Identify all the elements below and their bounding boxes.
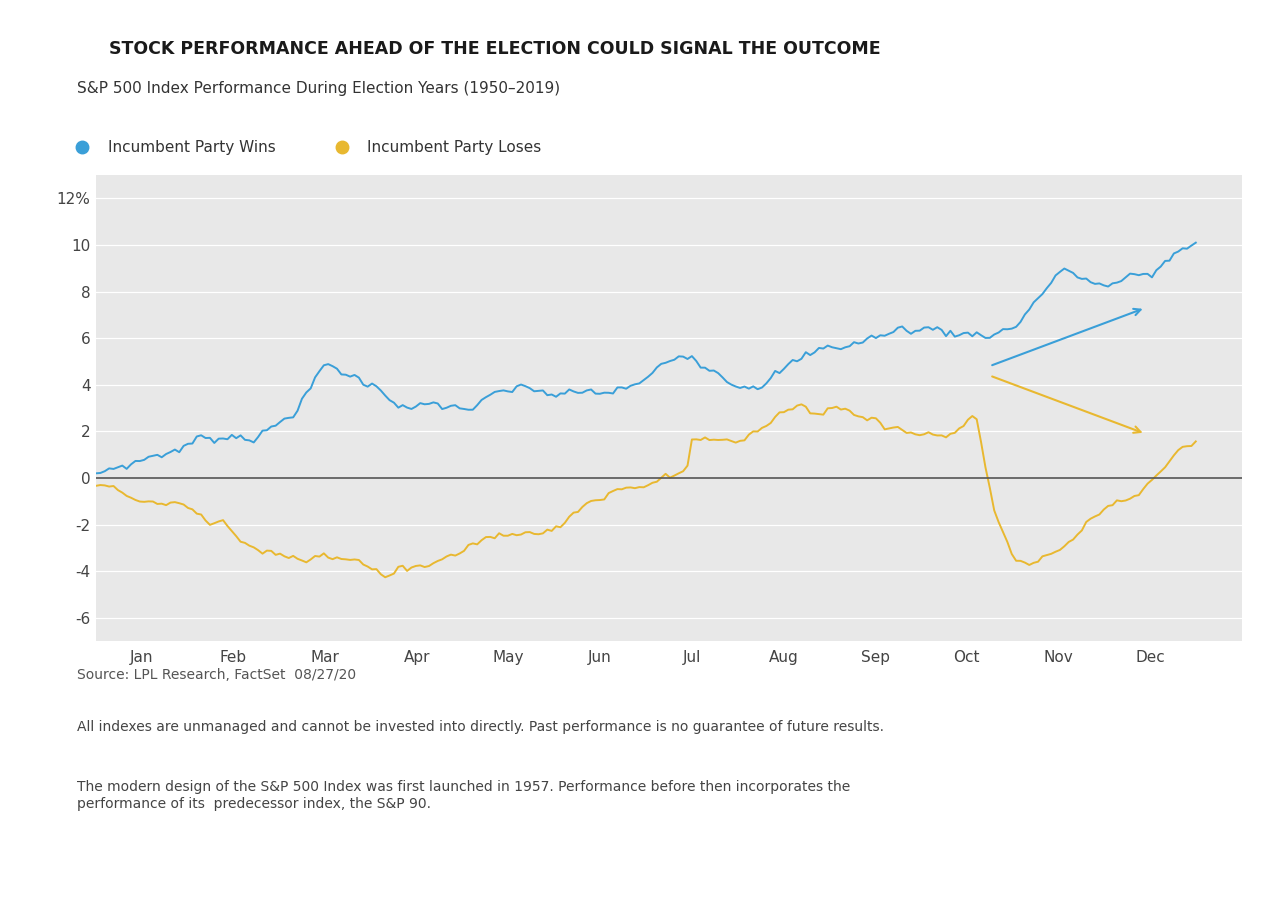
Text: S&P 500 Index Performance During Election Years (1950–2019): S&P 500 Index Performance During Electio… [77, 81, 559, 96]
Text: Source: LPL Research, FactSet  08/27/20: Source: LPL Research, FactSet 08/27/20 [77, 668, 356, 683]
Text: Incumbent Party Wins: Incumbent Party Wins [109, 140, 276, 154]
Text: 1: 1 [55, 39, 70, 59]
Text: STOCK PERFORMANCE AHEAD OF THE ELECTION COULD SIGNAL THE OUTCOME: STOCK PERFORMANCE AHEAD OF THE ELECTION … [109, 40, 881, 58]
Text: All indexes are unmanaged and cannot be invested into directly. Past performance: All indexes are unmanaged and cannot be … [77, 719, 883, 734]
Text: Incumbent Party Loses: Incumbent Party Loses [367, 140, 541, 154]
Text: The modern design of the S&P 500 Index was first launched in 1957. Performance b: The modern design of the S&P 500 Index w… [77, 780, 850, 811]
